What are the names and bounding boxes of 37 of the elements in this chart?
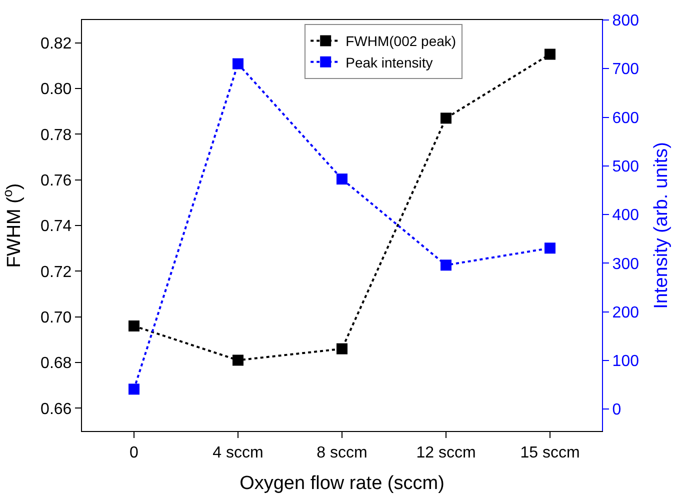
y2-tick-label: 800	[612, 12, 640, 30]
point	[128, 384, 140, 395]
legend-label: FWHM(002 peak)	[346, 33, 456, 50]
y-tick-label: 0.68	[40, 355, 72, 372]
y2-tick-label: 300	[612, 256, 640, 273]
y2-tick-label: 200	[612, 304, 640, 322]
point	[544, 48, 556, 60]
y-tick-label: 0.82	[40, 35, 72, 52]
y2-tick-label: 100	[612, 353, 640, 370]
y-tick-label: 0.74	[40, 218, 72, 236]
point	[128, 320, 140, 332]
x-tick-label: 4 sccm	[212, 444, 264, 462]
x-tick-label: 12 sccm	[416, 444, 476, 462]
point	[440, 112, 452, 124]
x-axis-title: Oxygen flow rate (sccm)	[240, 473, 444, 494]
y2-tick-label: 500	[612, 158, 640, 176]
point	[232, 354, 244, 366]
point	[336, 174, 348, 185]
point	[232, 58, 244, 70]
point	[336, 343, 348, 354]
y2-tick-label: 0	[612, 402, 622, 419]
x-tick-label: 8 sccm	[316, 444, 368, 462]
y-tick-label: 0.78	[40, 126, 72, 144]
y-tick-label: 0.76	[40, 172, 72, 190]
x-tick-label: 15 sccm	[520, 444, 580, 462]
y-tick-label: 0.80	[40, 81, 72, 98]
legend-label: Peak intensity	[346, 54, 433, 70]
point	[440, 260, 452, 271]
y2-tick-label: 600	[612, 110, 640, 127]
x-tick-label: 0	[130, 444, 139, 462]
y-tick-label: 0.70	[40, 309, 72, 326]
y2-tick-label: 700	[612, 61, 640, 78]
point	[544, 242, 556, 254]
y2-axis-title: Intensity (arb. units)	[650, 142, 672, 309]
y2-tick-label: 400	[612, 207, 640, 224]
y-tick-label: 0.72	[40, 264, 72, 281]
y-tick-label: 0.66	[40, 400, 72, 418]
